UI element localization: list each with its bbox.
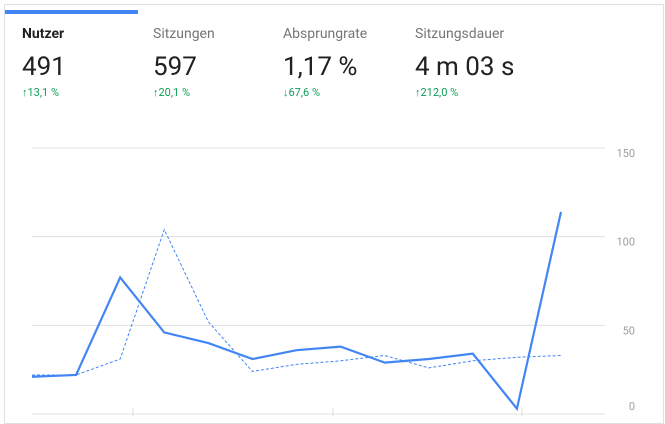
metric-change: ↑20,1 %: [153, 86, 190, 99]
metric-change: ↑212,0 %: [415, 86, 459, 99]
metric-tab[interactable]: Absprungrate 1,17 % ↓67,6 %: [283, 26, 413, 99]
metric-label: Absprungrate: [283, 26, 368, 42]
metric-label: Sitzungen: [153, 26, 215, 42]
y-tick-label: 0: [629, 400, 635, 413]
y-tick-label: 100: [616, 236, 635, 249]
metric-label: Sitzungsdauer: [415, 26, 505, 42]
metric-value: 1,17 %: [283, 52, 358, 82]
metric-label: Nutzer: [22, 26, 65, 42]
y-tick-label: 50: [623, 324, 635, 337]
series-line: [31, 211, 563, 412]
metric-change: ↑13,1 %: [22, 86, 59, 99]
metric-value: 491: [22, 52, 66, 82]
metric-tab[interactable]: Nutzer 491 ↑13,1 %: [22, 26, 152, 99]
active-tab-indicator: [5, 10, 138, 14]
metric-change: ↓67,6 %: [283, 86, 320, 99]
metric-value: 4 m 03 s: [415, 52, 515, 82]
metric-tab[interactable]: Sitzungen 597 ↑20,1 %: [153, 26, 283, 99]
y-tick-label: 150: [616, 147, 635, 160]
metric-tab[interactable]: Sitzungsdauer 4 m 03 s ↑212,0 %: [415, 26, 545, 99]
metric-value: 597: [153, 52, 197, 82]
series-line: [32, 228, 562, 376]
